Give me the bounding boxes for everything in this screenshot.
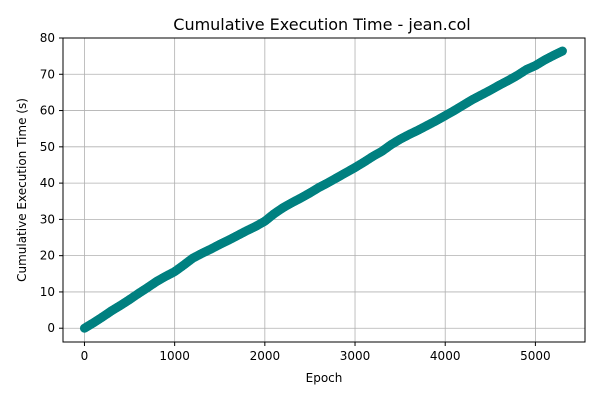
- y-axis-label: Cumulative Execution Time (s): [15, 98, 29, 282]
- data-points: [79, 46, 567, 333]
- y-tick-label: 50: [40, 140, 55, 154]
- data-point: [557, 46, 567, 56]
- y-tick-label: 0: [47, 321, 55, 335]
- y-tick-label: 80: [40, 31, 55, 45]
- y-tick-label: 70: [40, 67, 55, 81]
- x-tick-label: 4000: [430, 349, 461, 363]
- chart-title: Cumulative Execution Time - jean.col: [173, 15, 470, 34]
- x-tick-label: 2000: [250, 349, 281, 363]
- x-tick-label: 0: [81, 349, 89, 363]
- y-tick-label: 30: [40, 212, 55, 226]
- y-tick-label: 60: [40, 104, 55, 118]
- y-tick-label: 40: [40, 176, 55, 190]
- x-tick-label: 5000: [520, 349, 551, 363]
- y-axis-ticks: 0 10 20 30 40 50 60 70 80: [40, 31, 63, 335]
- x-tick-label: 3000: [340, 349, 371, 363]
- y-tick-label: 10: [40, 285, 55, 299]
- x-axis-label: Epoch: [306, 371, 343, 385]
- y-tick-label: 20: [40, 249, 55, 263]
- x-axis-ticks: 0 1000 2000 3000 4000 5000: [81, 342, 551, 363]
- plot-frame: [62, 37, 586, 343]
- x-tick-label: 1000: [159, 349, 190, 363]
